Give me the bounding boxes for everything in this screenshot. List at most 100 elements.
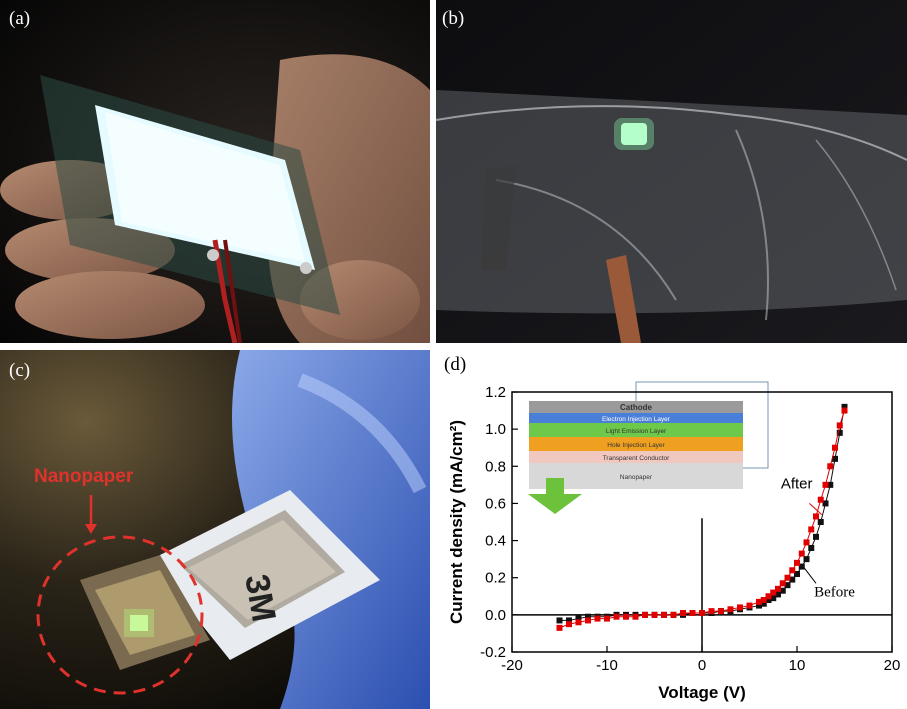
panel-d-label: (d) [444, 354, 467, 375]
y-tick-label: 0.6 [485, 495, 506, 512]
panel-b-label: (b) [442, 8, 465, 29]
jv-chart: Cathode Electron Injection Layer Light Emi… [447, 381, 900, 702]
panel-d-chart: Cathode Electron Injection Layer Light Emi… [438, 350, 907, 709]
nanopaper-callout [36, 495, 204, 695]
data-point [808, 545, 815, 551]
inset-layer [529, 437, 743, 451]
inset-emission-arrow [528, 478, 582, 514]
data-point [765, 593, 772, 600]
inset-layer-label: Nanopaper [620, 474, 653, 481]
data-point [651, 611, 658, 618]
data-point [661, 611, 667, 618]
data-point [817, 496, 824, 503]
data-point [794, 559, 800, 566]
data-point [594, 615, 601, 622]
series-line [559, 410, 845, 629]
inset-circuit-wire [635, 381, 769, 469]
x-tick-label: 20 [884, 657, 901, 674]
data-point [832, 455, 838, 462]
data-point [836, 422, 843, 429]
data-point [727, 606, 734, 613]
oled-stack-inset: Cathode Electron Injection Layer Light Emi… [528, 381, 769, 514]
series-line [559, 406, 845, 621]
data-point [827, 481, 834, 488]
data-point [566, 617, 572, 624]
data-point [623, 613, 629, 620]
data-point [794, 571, 800, 577]
oled-on-nanopaper-hand-photo [0, 0, 430, 343]
data-point [585, 613, 591, 620]
data-point [841, 407, 848, 414]
data-point [817, 519, 824, 525]
data-point [775, 591, 781, 598]
data-point [789, 567, 796, 574]
data-point [760, 600, 767, 607]
inset-layer-label: Transparent Conductor [603, 455, 670, 462]
data-point [737, 604, 743, 611]
data-point [760, 597, 767, 603]
data-point [836, 429, 843, 436]
data-point [770, 589, 777, 596]
chart-axes: -20 -10 0 10 20 -0.2 0.0 0.2 0.4 0.6 0.8 1.0 1.2 Volt… [447, 384, 900, 702]
x-tick-label: -10 [596, 657, 618, 674]
data-point [779, 587, 786, 594]
data-point [841, 403, 848, 410]
data-point [803, 556, 810, 563]
data-point [770, 595, 777, 602]
data-point [575, 619, 582, 626]
nanopaper-dashed-circle [36, 535, 204, 695]
inset-layer [529, 451, 743, 463]
data-point [832, 444, 838, 451]
3m-logo: 3M [237, 572, 283, 625]
inset-layer-label: Electron Injection Layer [602, 416, 671, 423]
nanopaper-oled-on-3m-tape-photo: 3M [0, 350, 430, 709]
data-point [813, 513, 819, 520]
data-point [803, 539, 810, 546]
data-point [827, 463, 834, 470]
y-tick-label: 1.2 [485, 384, 506, 401]
data-point [779, 580, 786, 587]
panel-a-photo: (a) [0, 0, 430, 343]
data-point [746, 602, 753, 609]
data-point [765, 597, 772, 603]
y-tick-label: 0.0 [485, 607, 506, 624]
y-axis-label: Current density (mA/cm²) [447, 420, 466, 624]
data-point [689, 610, 696, 616]
y-tick-label: 0.4 [485, 533, 506, 550]
before-annotation: Before [814, 584, 855, 600]
chart-marks [556, 403, 848, 631]
data-point [604, 615, 610, 622]
inset-layer [529, 413, 743, 423]
data-point [798, 563, 805, 570]
data-point [556, 617, 563, 624]
series-after [556, 407, 848, 631]
inset-layer-label: Light Emission Layer [606, 428, 667, 435]
data-point [784, 582, 791, 589]
x-tick-label: 10 [789, 657, 806, 674]
data-point [789, 576, 796, 583]
data-point [613, 613, 620, 620]
data-point [632, 613, 639, 620]
data-point [718, 608, 724, 615]
data-point [813, 533, 819, 540]
inset-layer [529, 401, 743, 413]
data-point [808, 526, 815, 533]
data-point [756, 598, 762, 605]
data-point [642, 611, 648, 618]
data-point [822, 481, 829, 488]
data-point [798, 550, 805, 557]
data-point [756, 602, 762, 609]
data-point [822, 500, 829, 507]
data-point [784, 574, 791, 581]
inset-layer-label: Hole Injection Layer [607, 442, 665, 449]
inset-layer [529, 423, 743, 437]
data-point [575, 615, 582, 622]
data-point [556, 624, 563, 631]
x-tick-label: -20 [501, 657, 523, 674]
data-point [708, 608, 715, 615]
nanopaper-annotation: Nanopaper [34, 466, 134, 487]
panel-c-photo: 3M (c) Nanopaper [0, 350, 430, 709]
data-point [566, 621, 572, 628]
x-tick-label: 0 [698, 657, 706, 674]
data-point [680, 610, 686, 616]
